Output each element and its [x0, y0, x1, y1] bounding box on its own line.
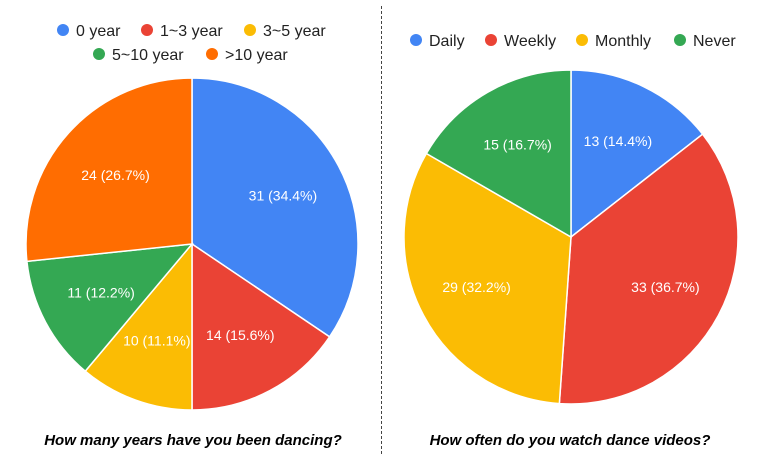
- pie-chart-watch-frequency: Daily Weekly Monthly Never 13 (14.4%) 33 …: [381, 0, 761, 459]
- legend-item-0-year[interactable]: 0 year: [57, 23, 121, 40]
- legend-item-daily[interactable]: Daily: [410, 33, 465, 50]
- pie-slice-3-5-year[interactable]: [84, 241, 193, 411]
- legend-swatch: [141, 24, 153, 36]
- chart-legend: 0 year 1~3 year 3~5 year 5~10 year >10 y…: [57, 23, 326, 64]
- slice-label-daily: 13 (14.4%): [584, 133, 652, 149]
- legend-label: Monthly: [595, 33, 651, 50]
- slice-label-3-5-year: 10 (11.1%): [123, 333, 190, 349]
- legend-item-5-10-year[interactable]: 5~10 year: [93, 47, 184, 64]
- legend-label: 3~5 year: [263, 23, 326, 40]
- pie-slice-never[interactable]: [425, 69, 572, 239]
- legend-label: 0 year: [76, 23, 121, 40]
- legend-item-weekly[interactable]: Weekly: [485, 33, 556, 50]
- chart-caption: How many years have you been dancing?: [44, 432, 342, 449]
- legend-item-over-10-year[interactable]: >10 year: [206, 47, 288, 64]
- pie-slice-0-year[interactable]: [191, 77, 359, 338]
- legend-label: 1~3 year: [160, 23, 223, 40]
- chart-caption: How often do you watch dance videos?: [430, 432, 711, 449]
- legend-item-monthly[interactable]: Monthly: [576, 33, 651, 50]
- legend-label: >10 year: [225, 47, 288, 64]
- legend-label: 5~10 year: [112, 47, 184, 64]
- legend-label: Never: [693, 33, 736, 50]
- pie-chart-years-dancing: 0 year 1~3 year 3~5 year 5~10 year >10 y…: [25, 23, 359, 449]
- legend-item-never[interactable]: Never: [674, 33, 736, 50]
- slice-label-1-3-year: 14 (15.6%): [206, 327, 274, 343]
- pie-slice-weekly[interactable]: [558, 133, 739, 405]
- legend-swatch: [485, 34, 497, 46]
- pie-slice-over-10-year[interactable]: [25, 77, 193, 263]
- chart-legend: Daily Weekly Monthly Never: [410, 33, 736, 50]
- legend-swatch: [576, 34, 588, 46]
- legend-swatch: [244, 24, 256, 36]
- legend-swatch: [674, 34, 686, 46]
- slice-label-over-10-year: 24 (26.7%): [81, 167, 149, 183]
- legend-swatch: [93, 48, 105, 60]
- pie-slice-5-10-year[interactable]: [26, 243, 194, 373]
- pie-slices: [403, 69, 739, 405]
- legend-swatch: [206, 48, 218, 60]
- slice-label-5-10-year: 11 (12.2%): [67, 284, 134, 300]
- legend-label: Daily: [429, 33, 465, 50]
- pie-slice-daily[interactable]: [570, 69, 704, 239]
- legend-swatch: [410, 34, 422, 46]
- legend-label: Weekly: [504, 33, 556, 50]
- slice-label-0-year: 31 (34.4%): [249, 188, 317, 204]
- pie-slices: [25, 77, 359, 411]
- slice-label-monthly: 29 (32.2%): [442, 279, 510, 295]
- pie-slice-monthly[interactable]: [403, 152, 572, 405]
- legend-item-1-3-year[interactable]: 1~3 year: [141, 23, 223, 40]
- legend-item-3-5-year[interactable]: 3~5 year: [244, 23, 326, 40]
- pie-data-labels: 31 (34.4%) 14 (15.6%) 10 (11.1%) 11 (12.2%)…: [67, 167, 317, 349]
- slice-label-weekly: 33 (36.7%): [631, 279, 699, 295]
- slice-label-never: 15 (16.7%): [483, 136, 551, 152]
- pie-slice-1-3-year[interactable]: [191, 242, 331, 411]
- legend-swatch: [57, 24, 69, 36]
- pie-data-labels: 13 (14.4%) 33 (36.7%) 29 (32.2%) 15 (16.7%): [442, 133, 699, 295]
- panel-divider: [381, 6, 382, 454]
